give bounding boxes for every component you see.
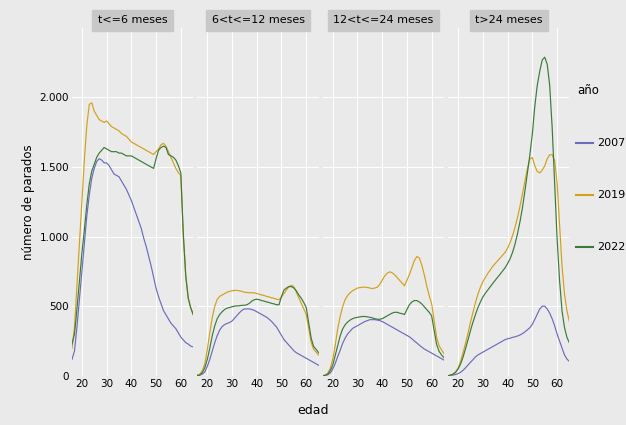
Text: 2022: 2022 — [597, 242, 625, 252]
Title: 6<t<=12 meses: 6<t<=12 meses — [212, 15, 304, 26]
Title: 12<t<=24 meses: 12<t<=24 meses — [333, 15, 434, 26]
Text: edad: edad — [297, 403, 329, 416]
Title: t>24 meses: t>24 meses — [475, 15, 543, 26]
Text: 2019: 2019 — [597, 190, 625, 200]
Text: año: año — [577, 84, 599, 97]
Title: t<=6 meses: t<=6 meses — [98, 15, 167, 26]
Y-axis label: número de parados: número de parados — [23, 144, 36, 260]
Text: 2007: 2007 — [597, 138, 625, 147]
